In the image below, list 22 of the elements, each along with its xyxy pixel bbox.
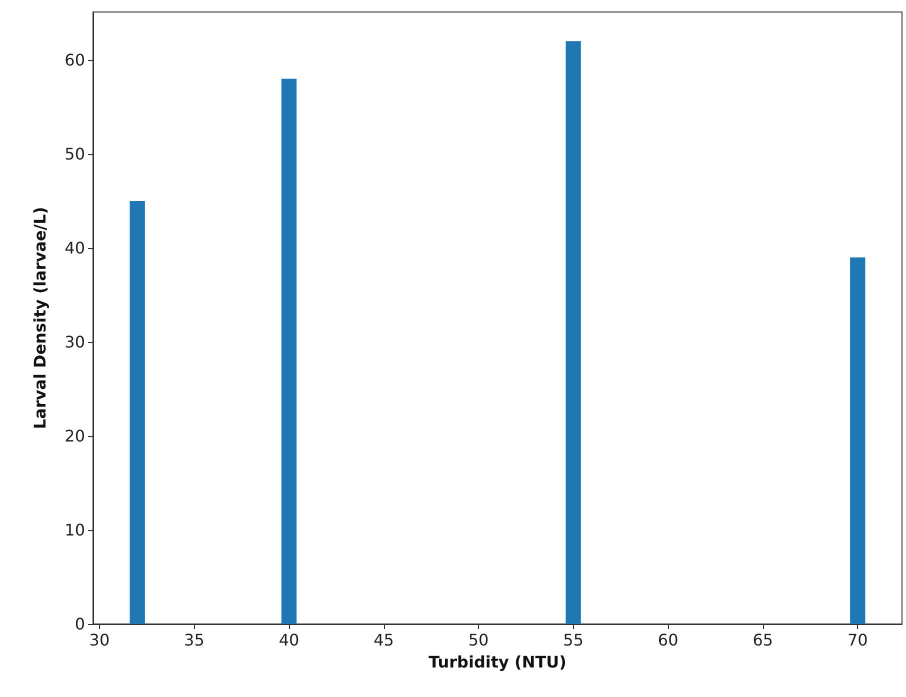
x-tick-label: 50 <box>468 630 489 650</box>
x-tick-label: 35 <box>184 630 204 650</box>
x-tick-label: 40 <box>278 630 300 650</box>
y-axis-title: Larval Density (larvae/L) <box>30 206 50 430</box>
x-tick-label: 30 <box>89 630 110 650</box>
bar <box>566 41 581 624</box>
y-tick-label: 30 <box>64 332 85 352</box>
x-tick-label: 55 <box>563 630 584 650</box>
x-tick-label: 65 <box>752 630 774 650</box>
y-tick-label: 60 <box>64 50 85 70</box>
y-tick-label: 40 <box>64 238 85 258</box>
x-tick-label: 60 <box>658 630 678 650</box>
bar <box>130 200 145 624</box>
y-tick-label: 50 <box>64 144 85 164</box>
x-tick-label: 45 <box>374 630 394 650</box>
y-tick-label: 20 <box>64 426 85 446</box>
bar <box>281 78 297 624</box>
y-tick-label: 0 <box>74 614 85 634</box>
bar <box>850 257 866 624</box>
y-tick-label: 10 <box>64 520 85 540</box>
x-tick-label: 70 <box>847 630 868 650</box>
x-axis-title: Turbidity (NTU) <box>428 652 566 672</box>
